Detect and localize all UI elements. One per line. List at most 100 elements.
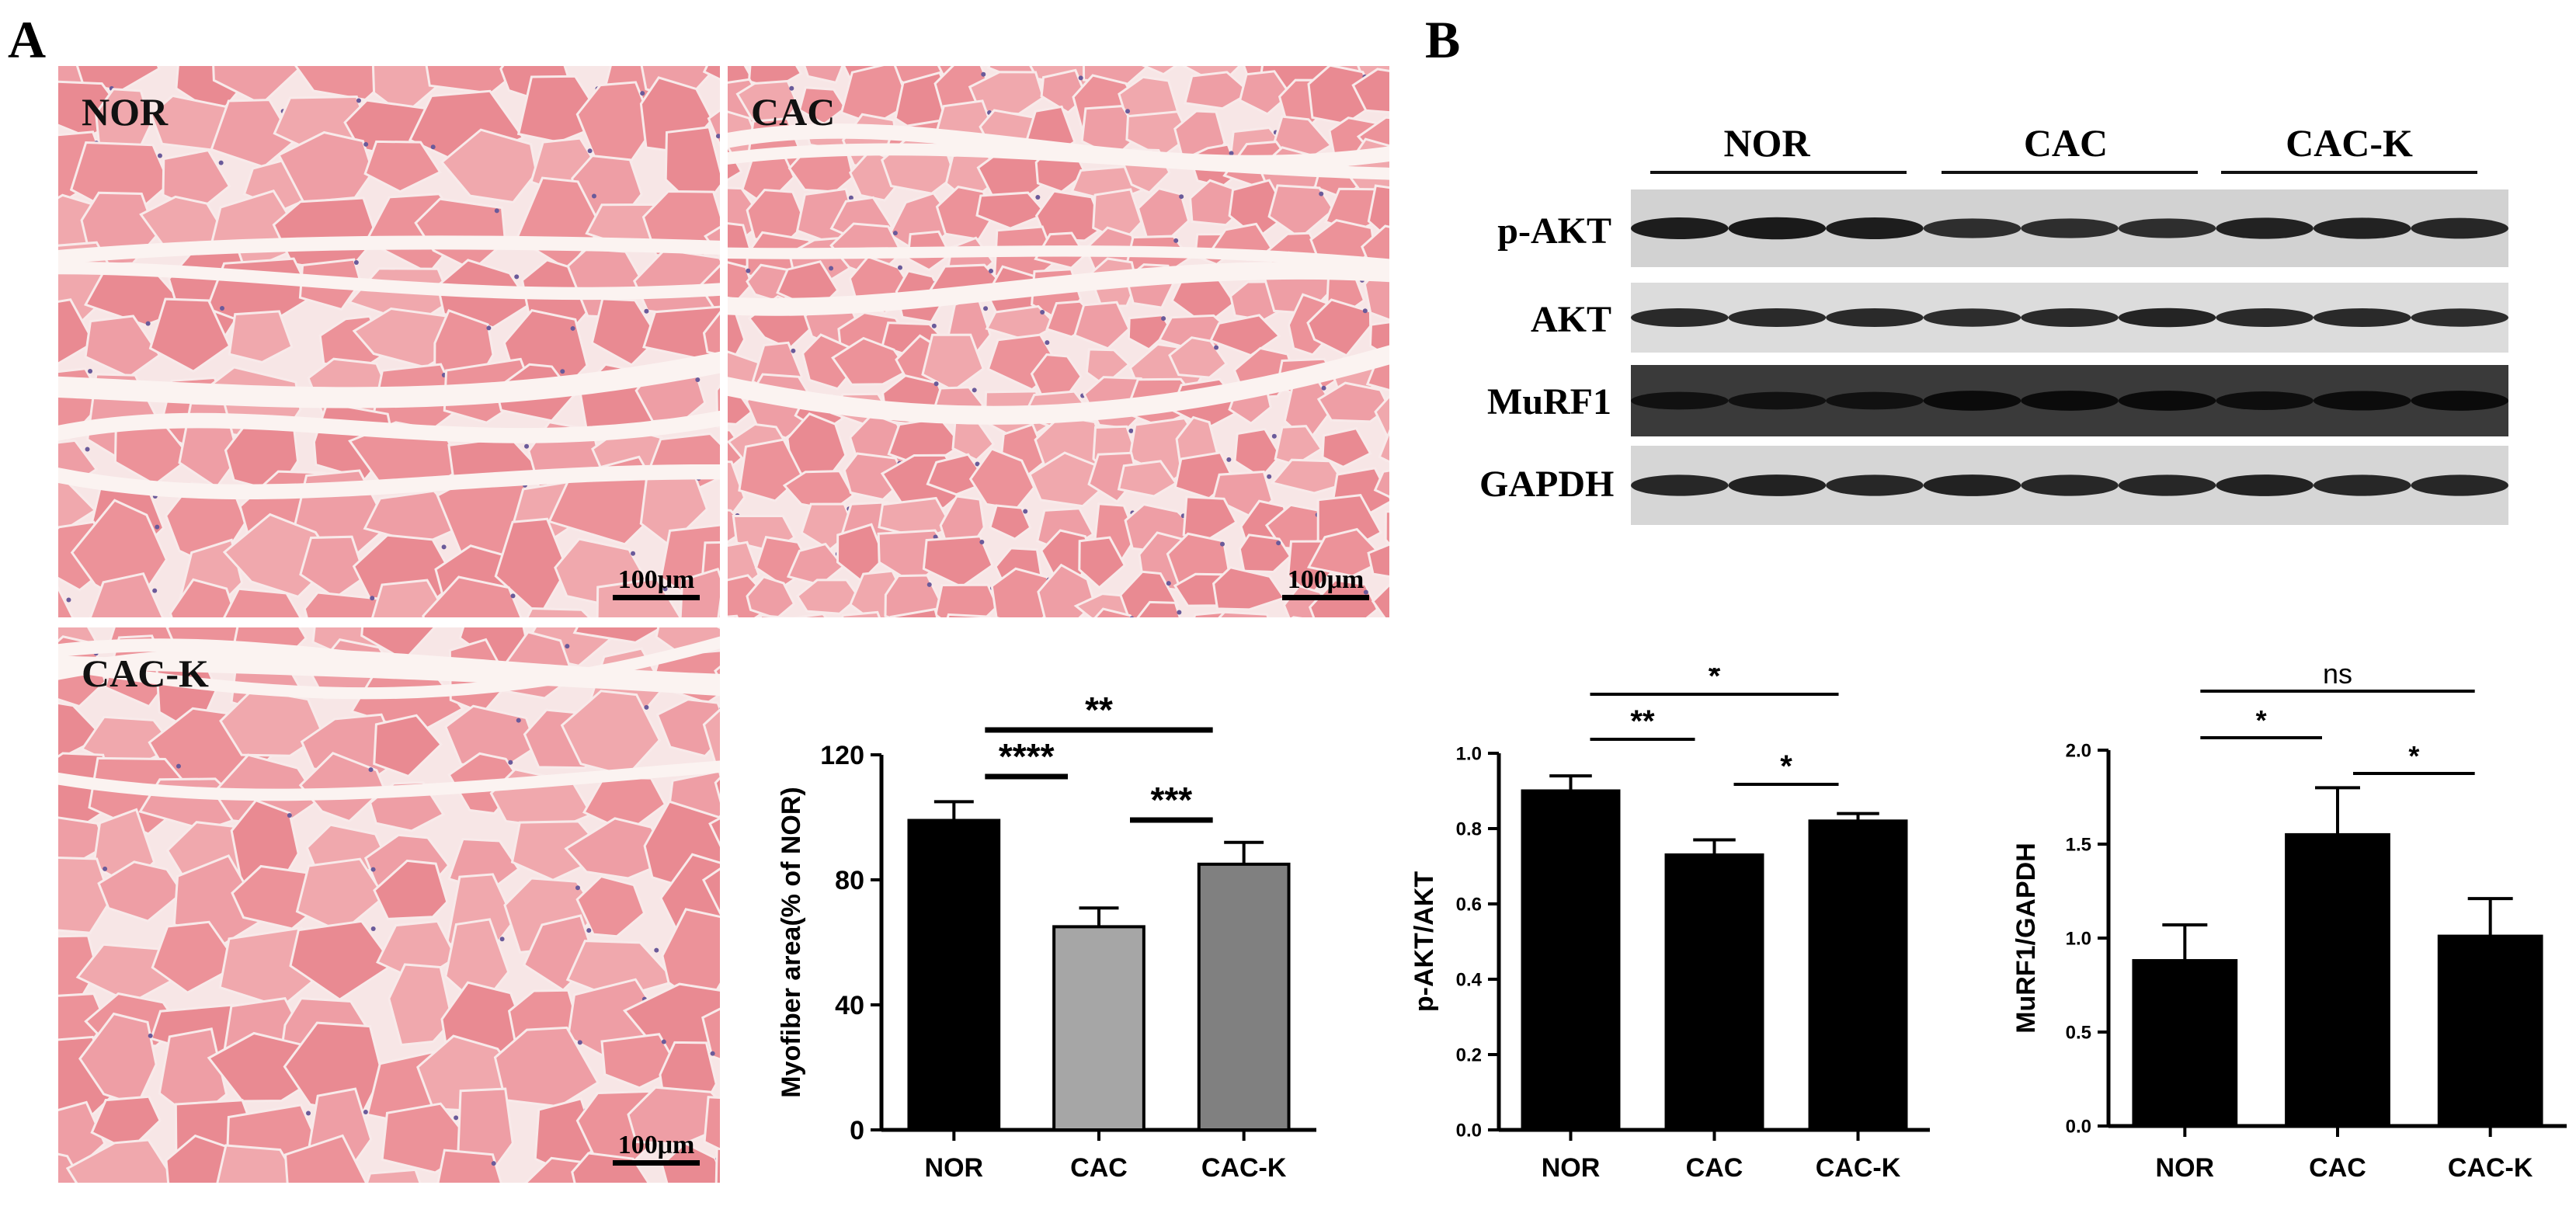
nucleus — [430, 144, 436, 150]
nucleus — [145, 321, 151, 326]
blot-band — [1631, 474, 1729, 496]
muscle-fiber — [373, 859, 449, 920]
muscle-fiber — [1072, 301, 1131, 350]
nucleus — [1321, 385, 1326, 391]
muscle-fiber — [1384, 510, 1389, 546]
tissue-gap — [58, 638, 720, 690]
muscle-fiber — [575, 874, 646, 938]
micrograph-label: NOR — [82, 90, 169, 134]
muscle-fiber — [212, 66, 304, 106]
scale-line — [613, 595, 700, 600]
y-tick-label: 0.8 — [1456, 818, 1482, 839]
tissue-gap — [728, 261, 1389, 316]
blot-band — [2411, 474, 2508, 496]
muscle-fiber — [746, 575, 796, 617]
nucleus — [586, 928, 592, 933]
panel-letter-b: B — [1425, 10, 1461, 69]
nucleus — [1226, 457, 1232, 462]
muscle-fiber — [1136, 600, 1181, 617]
muscle-fiber — [1117, 460, 1178, 498]
muscle-fiber — [1365, 360, 1389, 391]
nucleus — [363, 141, 369, 147]
significance-label: **** — [999, 736, 1055, 777]
nucleus — [662, 586, 668, 592]
nucleus — [791, 348, 796, 353]
nucleus — [989, 268, 994, 273]
muscle-fiber — [714, 776, 720, 804]
y-tick-label: 0.5 — [2066, 1022, 2091, 1043]
blot-strip-akt — [1631, 283, 2508, 353]
nucleus — [287, 813, 292, 818]
nucleus — [848, 195, 853, 200]
x-tick-label: NOR — [2156, 1153, 2215, 1183]
tissue-gap — [58, 410, 720, 443]
nucleus — [570, 325, 575, 331]
bar — [2437, 934, 2543, 1128]
nucleus — [85, 447, 90, 452]
significance-label: ns — [2323, 668, 2352, 690]
nucleus — [926, 582, 932, 587]
blot-band — [1728, 308, 1827, 327]
nucleus — [1276, 540, 1281, 546]
blot-band — [2216, 308, 2314, 327]
nucleus — [1363, 589, 1368, 595]
muscle-fiber — [1374, 394, 1389, 440]
bar — [1052, 925, 1145, 1131]
blot-band — [1923, 474, 2022, 496]
scale-line — [1282, 595, 1369, 600]
bar — [1664, 853, 1764, 1131]
y-tick-label: 0 — [850, 1116, 864, 1145]
nucleus — [975, 461, 980, 467]
muscle-fiber — [440, 128, 538, 204]
nucleus — [1161, 316, 1166, 321]
x-tick-label: CAC-K — [1816, 1153, 1901, 1183]
nucleus — [516, 718, 521, 723]
nucleus — [508, 759, 513, 765]
blot-label-p-akt: p-AKT — [1497, 210, 1611, 252]
blot-band — [2313, 217, 2411, 239]
x-tick-label: CAC-K — [2448, 1153, 2533, 1183]
nucleus — [1362, 308, 1368, 314]
muscle-fiber — [89, 572, 165, 617]
bar — [2285, 832, 2390, 1128]
nucleus — [1267, 474, 1272, 479]
bar — [1808, 819, 1908, 1132]
nucleus — [1078, 75, 1083, 81]
nucleus — [695, 377, 700, 382]
nucleus — [1173, 238, 1179, 243]
blot-band — [2411, 217, 2508, 239]
nucleus — [644, 704, 649, 710]
blot-strip-p-akt — [1631, 189, 2508, 267]
y-tick-label: 40 — [835, 991, 864, 1020]
muscle-fiber — [210, 99, 296, 169]
muscle-fiber — [831, 336, 910, 386]
muscle-fiber — [889, 607, 939, 617]
muscle-fiber — [701, 1007, 720, 1061]
significance-label: *** — [1150, 780, 1192, 820]
nucleus — [1129, 616, 1134, 617]
blot-strip-murf1 — [1631, 365, 2508, 436]
micrograph-cac-k: CAC-K 100μm — [58, 627, 720, 1183]
muscle-fiber — [1378, 429, 1389, 464]
tissue-gap — [58, 760, 720, 801]
blot-group-line — [2221, 171, 2477, 174]
muscle-fiber — [363, 140, 442, 193]
muscle-fiber — [388, 963, 454, 1047]
y-tick-label: 2.0 — [2066, 740, 2091, 761]
nucleus — [933, 534, 938, 540]
chart-murf1-gapdh: 0.0 0.5 1.0 1.5 2.0 MuRF1/GAPDH NOR CAC CAC-K ns *… — [2011, 668, 2567, 1183]
x-tick-label: CAC — [1070, 1153, 1128, 1183]
nucleus — [176, 763, 181, 769]
significance-label: * — [1780, 749, 1792, 784]
muscle-fiber — [1212, 566, 1287, 611]
muscle-fiber — [1093, 607, 1133, 617]
muscle-fiber — [1034, 189, 1105, 242]
tissue-gap — [58, 464, 720, 500]
nucleus — [565, 644, 570, 649]
nucleus — [933, 381, 939, 387]
muscle-fiber — [728, 614, 739, 617]
muscle-fiber — [701, 867, 720, 916]
nucleus — [103, 866, 108, 871]
nucleus — [1125, 109, 1130, 114]
muscle-fiber — [1218, 610, 1270, 617]
